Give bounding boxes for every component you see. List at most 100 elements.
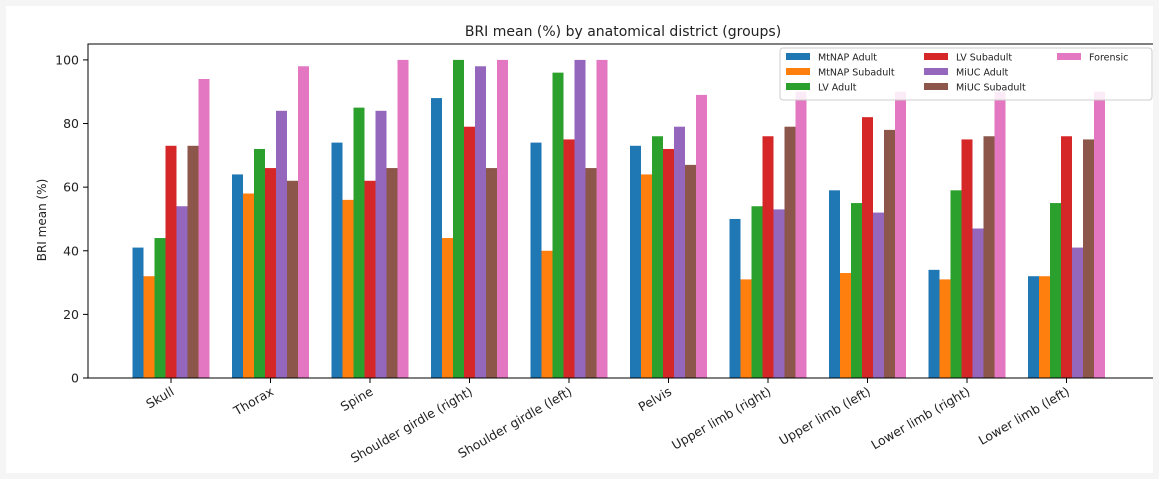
bar-miuc-subadult-lower-limb-right- — [983, 136, 995, 378]
bar-miuc-subadult-pelvis — [685, 164, 696, 378]
bar-mtnap-subadult-skull — [143, 276, 155, 378]
bar-miuc-subadult-spine — [386, 168, 398, 378]
bar-lv-subadult-upper-limb-right- — [762, 136, 774, 378]
bar-lv-adult-upper-limb-left- — [851, 203, 862, 378]
bars-group — [132, 59, 1105, 379]
bar-lv-subadult-pelvis — [663, 148, 674, 378]
x-tick-label: Spine — [338, 383, 376, 414]
bar-mtnap-adult-skull — [132, 247, 144, 378]
bar-forensic-shoulder-girdle-right- — [497, 59, 508, 379]
bar-lv-adult-lower-limb-right- — [950, 190, 962, 378]
y-tick-label: 60 — [63, 180, 79, 195]
legend-swatch — [924, 83, 948, 90]
bar-miuc-adult-spine — [375, 110, 387, 379]
bar-mtnap-adult-spine — [331, 142, 343, 378]
plot-area-frame — [87, 43, 1153, 379]
x-tick-label: Lower limb (right) — [868, 384, 972, 453]
y-axis-title: BRI mean (%) — [35, 179, 49, 262]
bar-lv-adult-shoulder-girdle-right- — [453, 59, 464, 379]
bar-miuc-subadult-shoulder-girdle-right- — [486, 168, 497, 378]
y-axis: 0 20 40 60 80 100 — [55, 52, 88, 386]
bar-lv-subadult-thorax — [265, 168, 276, 378]
bar-miuc-adult-pelvis — [674, 126, 685, 378]
legend-swatch — [924, 68, 948, 75]
bar-mtnap-adult-upper-limb-left- — [829, 190, 840, 378]
bar-mtnap-subadult-lower-limb-right- — [939, 279, 951, 378]
x-tick-label: Thorax — [230, 384, 276, 419]
bar-miuc-subadult-upper-limb-right- — [784, 126, 796, 378]
legend-label: MtNAP Adult — [818, 53, 877, 64]
bar-miuc-subadult-lower-limb-left- — [1083, 139, 1094, 378]
bar-lv-subadult-lower-limb-right- — [961, 139, 973, 378]
bar-mtnap-subadult-lower-limb-left- — [1039, 276, 1050, 378]
legend-swatch — [786, 68, 810, 75]
bar-mtnap-subadult-upper-limb-left- — [840, 273, 851, 378]
bar-mtnap-adult-thorax — [232, 174, 243, 378]
legend-label: MiUC Subadult — [956, 83, 1026, 94]
bar-miuc-adult-upper-limb-right- — [773, 209, 785, 378]
bar-mtnap-adult-lower-limb-right- — [928, 269, 940, 378]
bar-miuc-subadult-shoulder-girdle-left- — [585, 168, 597, 378]
bar-lv-adult-shoulder-girdle-left- — [552, 72, 564, 378]
bar-miuc-subadult-thorax — [287, 180, 298, 378]
bar-lv-adult-upper-limb-right- — [751, 206, 763, 378]
y-tick-label: 0 — [71, 371, 79, 386]
legend-label: LV Adult — [818, 83, 857, 94]
legend: MtNAP Adult MtNAP Subadult LV Adult LV Suba… — [779, 47, 1153, 101]
bar-lv-adult-pelvis — [652, 136, 663, 378]
bar-forensic-lower-limb-right- — [994, 91, 1006, 379]
bar-mtnap-subadult-spine — [342, 199, 354, 378]
legend-swatch — [786, 53, 810, 60]
x-tick-label: Upper limb (left) — [776, 384, 873, 448]
bar-lv-subadult-lower-limb-left- — [1061, 136, 1072, 378]
y-tick-label: 80 — [63, 116, 79, 131]
bar-forensic-skull — [198, 78, 210, 379]
bar-lv-adult-thorax — [254, 148, 265, 378]
bar-mtnap-subadult-upper-limb-right- — [740, 279, 752, 378]
bar-forensic-upper-limb-left- — [895, 91, 906, 379]
legend-label: LV Subadult — [956, 53, 1012, 64]
bar-mtnap-adult-upper-limb-right- — [729, 218, 741, 378]
bar-miuc-adult-lower-limb-left- — [1072, 247, 1083, 378]
chart-title: BRI mean (%) by anatomical district (gro… — [465, 24, 781, 40]
bar-miuc-adult-shoulder-girdle-right- — [475, 66, 486, 378]
bar-lv-adult-skull — [154, 238, 166, 378]
bar-forensic-upper-limb-right- — [795, 91, 807, 379]
bar-forensic-pelvis — [696, 94, 707, 379]
legend-box — [779, 47, 1153, 101]
bar-mtnap-subadult-thorax — [243, 193, 254, 378]
legend-swatch — [1057, 53, 1081, 60]
bar-mtnap-subadult-shoulder-girdle-left- — [541, 250, 553, 378]
bar-lv-subadult-spine — [364, 180, 376, 378]
chart-frame: BRI mean (%) by anatomical district (gro… — [6, 6, 1153, 473]
y-tick-label: 40 — [63, 243, 79, 258]
bar-mtnap-adult-lower-limb-left- — [1028, 276, 1039, 378]
bar-mtnap-subadult-shoulder-girdle-right- — [442, 238, 453, 378]
legend-label: MtNAP Subadult — [818, 68, 895, 79]
bar-miuc-adult-upper-limb-left- — [873, 212, 884, 378]
bar-miuc-adult-shoulder-girdle-left- — [574, 59, 586, 379]
bar-miuc-adult-skull — [176, 206, 188, 378]
legend-swatch — [924, 53, 948, 60]
bar-miuc-subadult-skull — [187, 145, 199, 378]
bar-lv-adult-spine — [353, 107, 365, 379]
bar-mtnap-subadult-pelvis — [641, 174, 652, 378]
bar-forensic-lower-limb-left- — [1094, 91, 1105, 379]
legend-label: MiUC Adult — [956, 68, 1008, 79]
x-tick-label: Upper limb (right) — [669, 384, 773, 453]
legend-swatch — [786, 83, 810, 90]
bar-forensic-spine — [397, 59, 409, 379]
bar-mtnap-adult-pelvis — [630, 145, 641, 378]
bar-mtnap-adult-shoulder-girdle-left- — [530, 142, 542, 378]
x-tick-label: Lower limb (left) — [976, 384, 1072, 448]
bar-miuc-adult-lower-limb-right- — [972, 228, 984, 378]
y-tick-label: 20 — [63, 307, 79, 322]
x-tick-label: Pelvis — [636, 384, 674, 415]
bar-lv-adult-lower-limb-left- — [1050, 203, 1061, 378]
bar-lv-subadult-shoulder-girdle-left- — [563, 139, 575, 378]
bar-miuc-adult-thorax — [276, 110, 287, 379]
bar-forensic-shoulder-girdle-left- — [596, 59, 608, 379]
x-tick-label: Skull — [143, 384, 176, 412]
y-tick-label: 100 — [55, 52, 79, 67]
